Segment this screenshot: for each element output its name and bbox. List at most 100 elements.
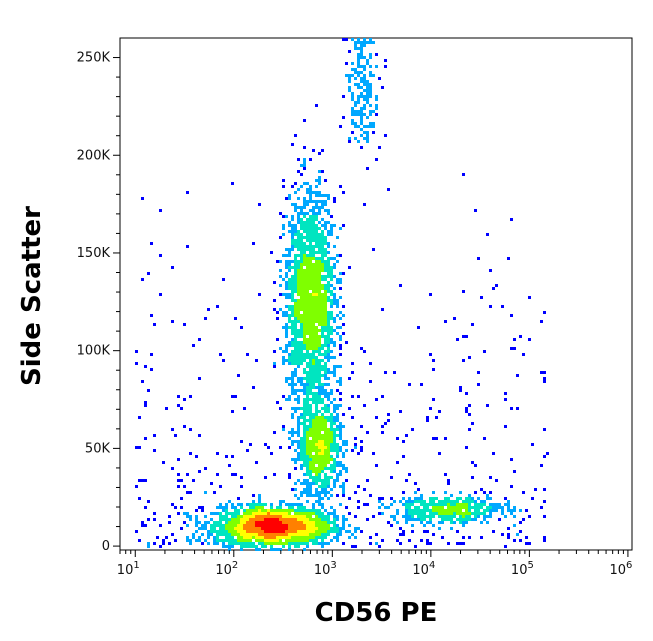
data-point [489, 509, 492, 512]
data-point [246, 524, 249, 527]
data-point [543, 311, 546, 314]
data-point [312, 476, 315, 479]
data-point [219, 485, 222, 488]
data-point [333, 512, 336, 515]
data-point [306, 488, 309, 491]
data-point [327, 287, 330, 290]
data-point [231, 533, 234, 536]
data-point [333, 266, 336, 269]
data-point [306, 521, 309, 524]
data-point [441, 515, 444, 518]
data-point [357, 527, 360, 530]
data-point [318, 428, 321, 431]
data-point [525, 509, 528, 512]
data-point [333, 341, 336, 344]
data-point [339, 272, 342, 275]
data-point [255, 503, 258, 506]
data-point [543, 428, 546, 431]
data-point [405, 521, 408, 524]
data-point [315, 230, 318, 233]
data-point [324, 377, 327, 380]
data-point [321, 428, 324, 431]
data-point [450, 518, 453, 521]
data-point [306, 326, 309, 329]
data-point [294, 527, 297, 530]
data-point [291, 413, 294, 416]
data-point [336, 380, 339, 383]
data-point [306, 365, 309, 368]
data-point [279, 521, 282, 524]
data-point [234, 524, 237, 527]
data-point [489, 497, 492, 500]
data-point [330, 305, 333, 308]
data-point [288, 527, 291, 530]
data-point [288, 521, 291, 524]
data-point [477, 497, 480, 500]
data-point [393, 515, 396, 518]
data-point [462, 512, 465, 515]
data-point [300, 533, 303, 536]
data-point [285, 350, 288, 353]
data-point [468, 497, 471, 500]
data-point [246, 521, 249, 524]
data-point [282, 527, 285, 530]
data-point [300, 209, 303, 212]
data-point [342, 521, 345, 524]
data-point [303, 314, 306, 317]
data-point [309, 200, 312, 203]
data-point [324, 296, 327, 299]
data-point [321, 482, 324, 485]
data-point [363, 83, 366, 86]
data-point [261, 527, 264, 530]
data-point [543, 455, 546, 458]
data-point [315, 308, 318, 311]
data-point [408, 383, 411, 386]
data-point [294, 206, 297, 209]
data-point [309, 470, 312, 473]
data-point [306, 317, 309, 320]
data-point [324, 494, 327, 497]
data-point [381, 431, 384, 434]
data-point [339, 311, 342, 314]
data-point [306, 395, 309, 398]
data-point [294, 335, 297, 338]
data-point [297, 359, 300, 362]
data-point [255, 509, 258, 512]
data-point [306, 254, 309, 257]
data-point [357, 395, 360, 398]
data-point [324, 476, 327, 479]
data-point [288, 395, 291, 398]
data-point [333, 518, 336, 521]
data-point [408, 512, 411, 515]
data-point [273, 527, 276, 530]
data-point [363, 125, 366, 128]
data-point [309, 254, 312, 257]
data-point [303, 329, 306, 332]
data-point [168, 515, 171, 518]
data-point [249, 524, 252, 527]
data-point [297, 335, 300, 338]
data-point [252, 512, 255, 515]
data-point [231, 512, 234, 515]
data-point [312, 224, 315, 227]
data-point [333, 443, 336, 446]
data-point [399, 527, 402, 530]
data-point [366, 479, 369, 482]
data-point [225, 521, 228, 524]
data-point [360, 53, 363, 56]
data-point [489, 476, 492, 479]
data-point [318, 470, 321, 473]
data-point [303, 542, 306, 545]
data-point [432, 515, 435, 518]
data-point [318, 236, 321, 239]
data-point [303, 236, 306, 239]
data-point [378, 497, 381, 500]
data-point [315, 311, 318, 314]
data-point [348, 530, 351, 533]
data-point [321, 230, 324, 233]
data-point [309, 521, 312, 524]
data-point [321, 491, 324, 494]
data-point [486, 521, 489, 524]
data-point [336, 419, 339, 422]
data-point [297, 407, 300, 410]
